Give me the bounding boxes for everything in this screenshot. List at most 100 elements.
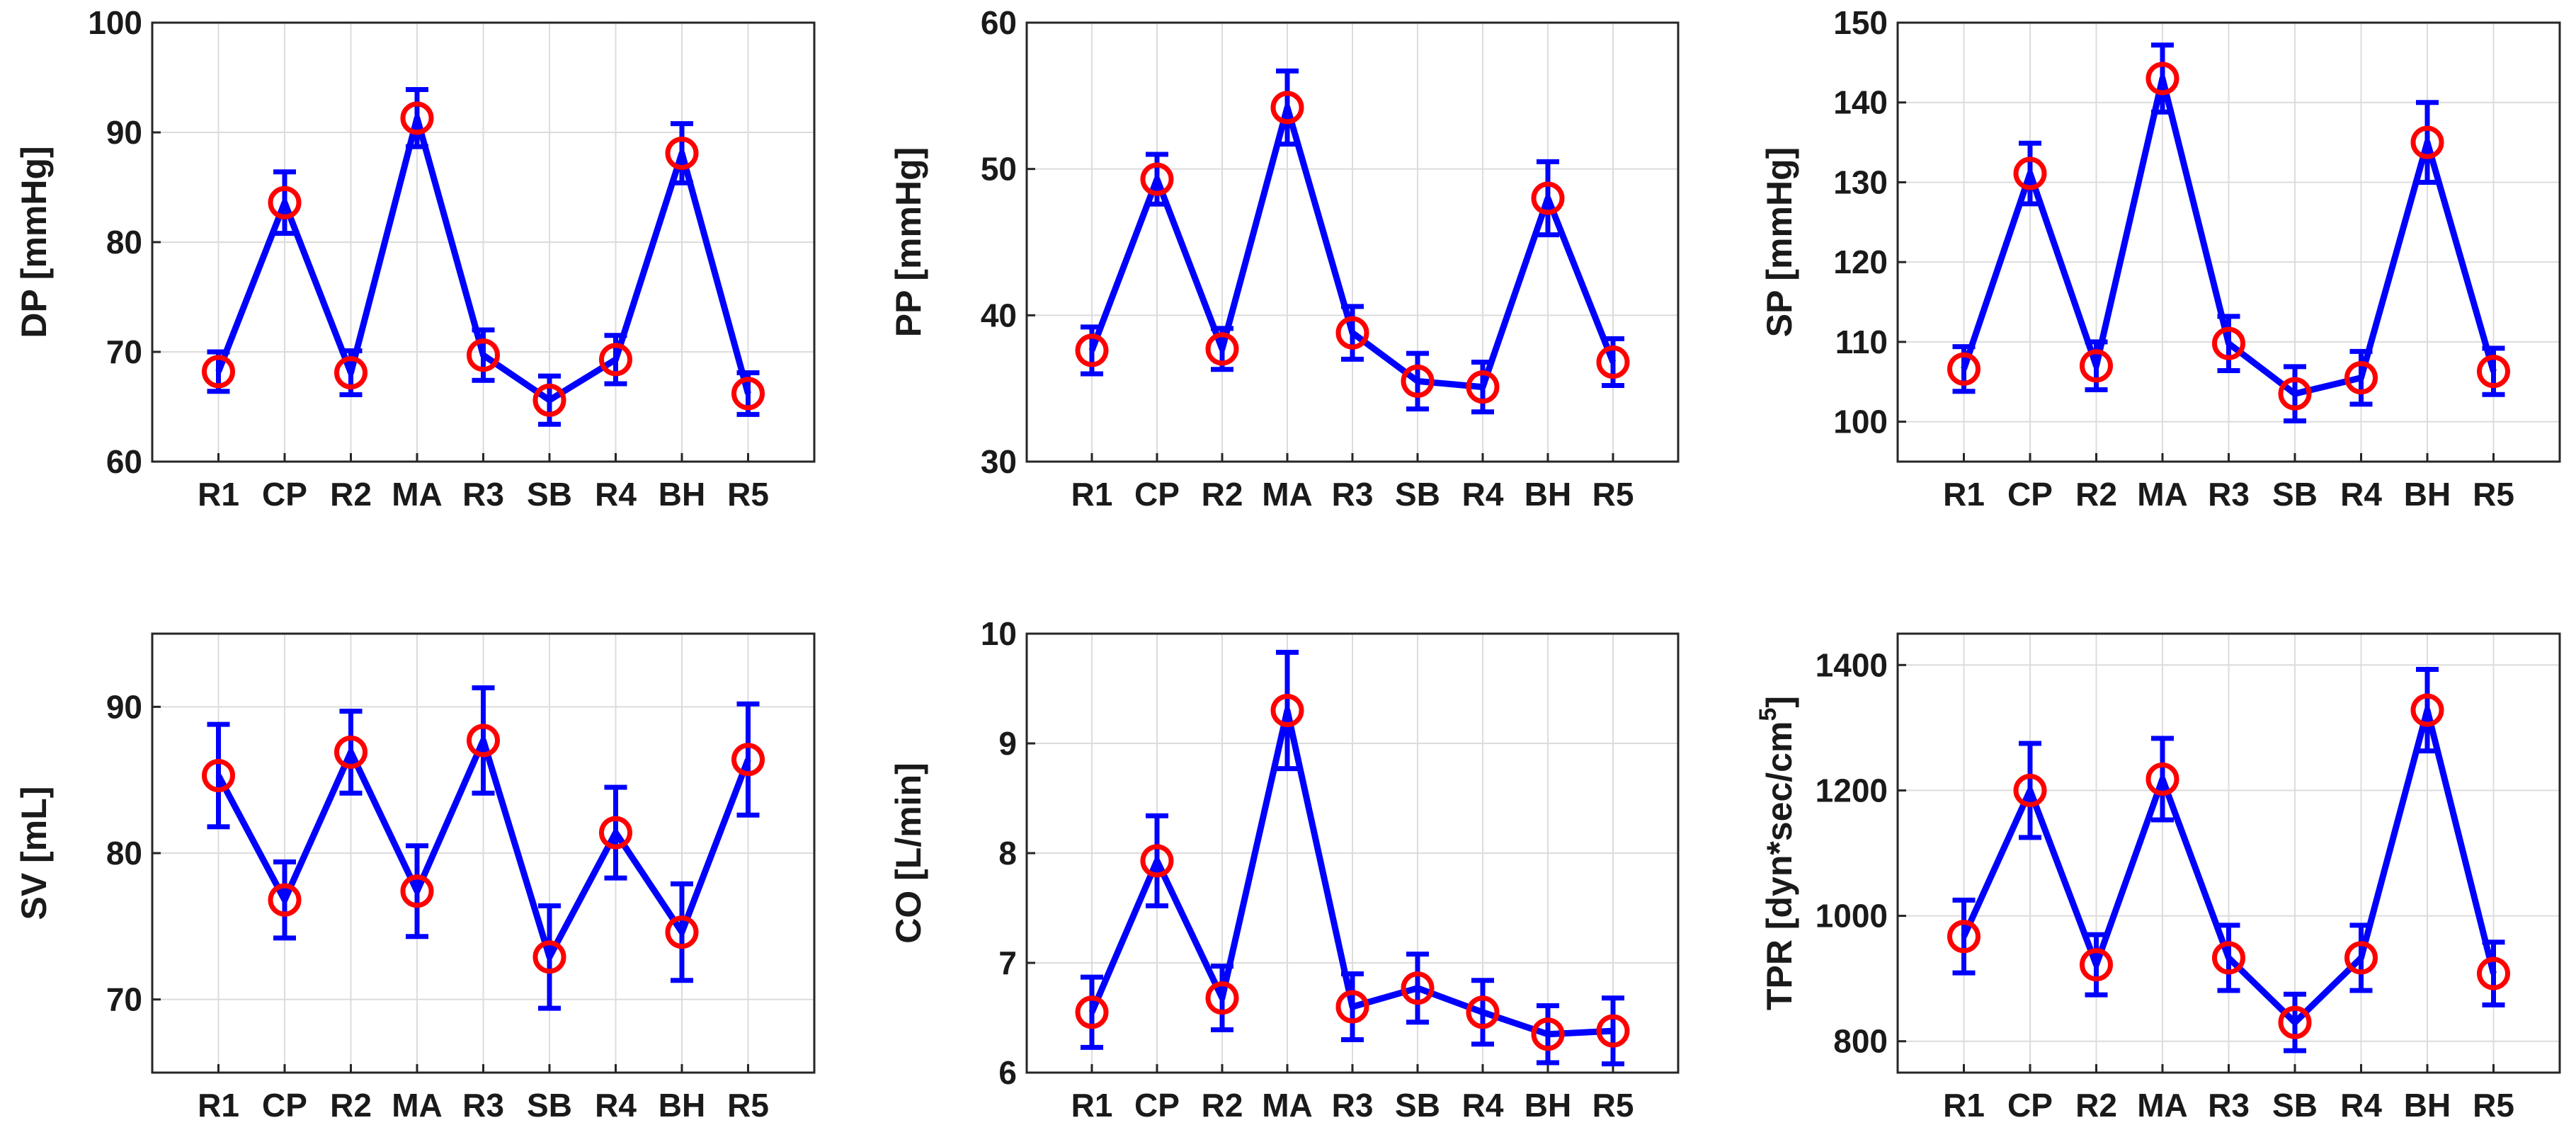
data-point-marker (2344, 361, 2378, 395)
data-point-marker (2013, 773, 2047, 807)
y-axis-label: SV [mL] (14, 787, 54, 920)
x-tick-label: R1 (1943, 1087, 1985, 1124)
y-tick-label: 90 (106, 114, 142, 151)
data-point-marker (1596, 345, 1630, 379)
data-point-marker (268, 185, 302, 219)
y-tick-label: 90 (106, 688, 142, 725)
y-tick-label: 40 (981, 297, 1017, 333)
x-tick-label: R5 (727, 476, 769, 513)
y-tick-label: 9 (998, 725, 1017, 762)
x-tick-label: R1 (1071, 1087, 1113, 1124)
data-point-marker (2410, 693, 2444, 727)
y-tick-label: 110 (1835, 324, 1888, 360)
x-tick-label: R5 (2473, 1087, 2514, 1124)
data-point-marker (599, 343, 632, 377)
x-tick-label: R5 (1592, 476, 1634, 513)
x-tick-label: R2 (1202, 1087, 1243, 1124)
x-tick-label: CP (1134, 1087, 1180, 1124)
data-point-marker (2080, 948, 2113, 982)
data-point-marker (400, 101, 434, 135)
x-tick-label: CP (2007, 1087, 2053, 1124)
y-tick-label: 60 (106, 443, 142, 480)
y-axis-label-text: DP [mmHg] (14, 146, 54, 338)
panel-dp: 60 70 80 90 100 R1 CP R2 MA R3 SB R4 BH R5 DP [mmHg] (14, 4, 816, 513)
x-tick-label: R4 (2340, 1087, 2382, 1124)
x-tick-label: R2 (2075, 476, 2117, 513)
data-point-marker (665, 136, 699, 170)
data-point-marker (2145, 62, 2179, 96)
data-point-marker (1075, 333, 1109, 367)
data-point-marker (1335, 316, 1369, 350)
x-tick-label: R3 (1332, 1087, 1374, 1124)
x-tick-label: BH (1524, 1087, 1571, 1124)
y-tick-label: 30 (981, 443, 1017, 480)
x-tick-label: CP (1134, 476, 1180, 513)
x-tick-label: SB (527, 1087, 572, 1124)
data-point-marker (532, 383, 566, 417)
x-tick-label: BH (659, 476, 705, 513)
data-point-marker (1466, 370, 1500, 404)
data-point-marker (731, 377, 765, 411)
data-point-marker (2013, 156, 2047, 190)
y-tick-label: 50 (981, 151, 1017, 188)
x-tick-label: CP (2007, 476, 2053, 513)
y-axis-label: CO [L/min] (889, 763, 928, 944)
panel-sv: 70 80 90 R1 CP R2 MA R3 SB R4 BH R5 SV [mL] (14, 632, 816, 1124)
x-tick-label: MA (392, 476, 443, 513)
x-tick-label: R4 (595, 1087, 637, 1124)
y-tick-label: 7 (998, 944, 1017, 981)
x-tick-label: SB (1395, 1087, 1440, 1124)
data-point-marker (1401, 971, 1435, 1005)
panel-sp: 100 110 120 130 140 150 R1 CP R2 MA R3 SB R4 BH R5 SP [… (1760, 4, 2561, 513)
y-axis-label-text: PP [mmHg] (889, 147, 928, 338)
y-tick-label: 1000 (1816, 898, 1888, 935)
y-tick-label: 1400 (1816, 646, 1888, 683)
data-point-marker (1596, 1014, 1630, 1048)
x-tick-label: R5 (727, 1087, 769, 1124)
data-point-marker (1205, 981, 1239, 1015)
y-tick-label: 1200 (1816, 772, 1888, 809)
x-tick-label: R5 (1592, 1087, 1634, 1124)
data-point-marker (2410, 125, 2444, 159)
data-point-marker (1205, 332, 1239, 366)
x-tick-label: CP (262, 476, 307, 513)
data-point-marker (2278, 1005, 2312, 1039)
x-tick-label: R3 (2208, 476, 2250, 513)
panel-co: 6 7 8 9 10 R1 CP R2 MA R3 SB R4 BH R5 CO [L/min] (889, 615, 1680, 1124)
x-tick-label: R3 (462, 476, 504, 513)
y-tick-label: 140 (1833, 84, 1888, 121)
x-tick-label: SB (1395, 476, 1440, 513)
y-tick-label: 8 (998, 835, 1017, 872)
x-tick-label: R3 (2208, 1087, 2250, 1124)
data-point-marker (2212, 941, 2245, 975)
data-point-marker (467, 338, 500, 372)
x-tick-label: R3 (1332, 476, 1374, 513)
data-point-marker (1947, 352, 1981, 386)
data-point-marker (467, 724, 500, 758)
x-tick-label: BH (659, 1087, 705, 1124)
y-tick-label: 10 (981, 615, 1017, 652)
x-tick-label: MA (1262, 1087, 1313, 1124)
data-point-marker (1947, 920, 1981, 954)
x-tick-label: R4 (2340, 476, 2382, 513)
x-tick-label: BH (1524, 476, 1571, 513)
data-point-marker (1401, 364, 1435, 398)
y-tick-label: 120 (1833, 244, 1888, 280)
y-axis-label-superscript: 5 (1755, 708, 1782, 721)
x-tick-label: R1 (198, 1087, 239, 1124)
x-tick-label: R2 (2075, 1087, 2117, 1124)
data-point-marker (1531, 181, 1565, 215)
data-point-marker (334, 735, 367, 769)
x-tick-label: R2 (330, 476, 372, 513)
data-point-marker (2477, 355, 2510, 389)
y-axis-label: DP [mmHg] (14, 146, 54, 338)
x-tick-label: SB (2272, 1087, 2318, 1124)
data-point-marker (2080, 349, 2113, 383)
x-tick-label: R2 (1202, 476, 1243, 513)
x-tick-label: CP (262, 1087, 307, 1124)
y-tick-label: 800 (1833, 1023, 1888, 1060)
y-axis-label: SP [mmHg] (1760, 147, 1799, 338)
y-tick-label: 6 (998, 1054, 1017, 1091)
data-point-marker (1140, 162, 1174, 196)
data-point-marker (1075, 995, 1109, 1029)
